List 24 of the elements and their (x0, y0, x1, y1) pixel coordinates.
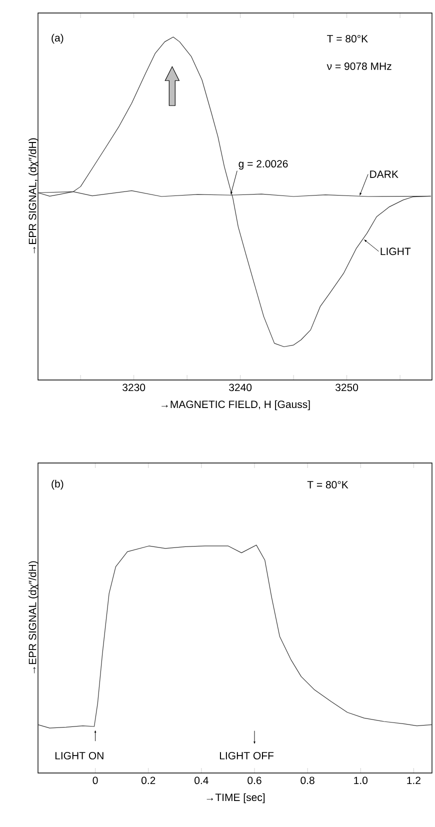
x-tick-label: 0 (92, 776, 98, 784)
x-tick-label: 0.2 (141, 776, 156, 784)
annotation: ν = 9078 MHz (326, 62, 392, 70)
x-tick-label: 0.4 (194, 776, 208, 784)
x-tick-label: 3230 (122, 384, 146, 392)
x-tick-label: 1.0 (354, 776, 368, 784)
series-label: DARK (370, 170, 398, 178)
annotation: LIGHT ON (55, 752, 104, 760)
annotation: T = 80°K (327, 34, 368, 42)
x-tick-label: 3240 (229, 384, 252, 392)
annotation: g = 2.0026 (238, 160, 288, 170)
x-axis-title: →TIME [sec] (206, 793, 265, 804)
annotation: (a) (52, 34, 64, 44)
text: (b) (52, 480, 64, 490)
x-tick-label: 1.2 (407, 776, 420, 784)
x-axis-title: →MAGNETIC FIELD, H [Gauss] (162, 400, 310, 410)
text: T = 80°K (307, 481, 348, 488)
y-axis-title: →EPR SIGNAL (dχ″/dH) (28, 561, 38, 674)
x-tick-label: 3250 (336, 384, 358, 392)
x-tick-label: 0.6 (248, 776, 262, 784)
y-axis-title: →EPR SIGNAL, (dχ″/dH) (28, 138, 38, 254)
series-label: LIGHT (380, 248, 411, 256)
x-tick-label: 0.8 (300, 776, 314, 784)
annotation: LIGHT OFF (220, 752, 274, 760)
